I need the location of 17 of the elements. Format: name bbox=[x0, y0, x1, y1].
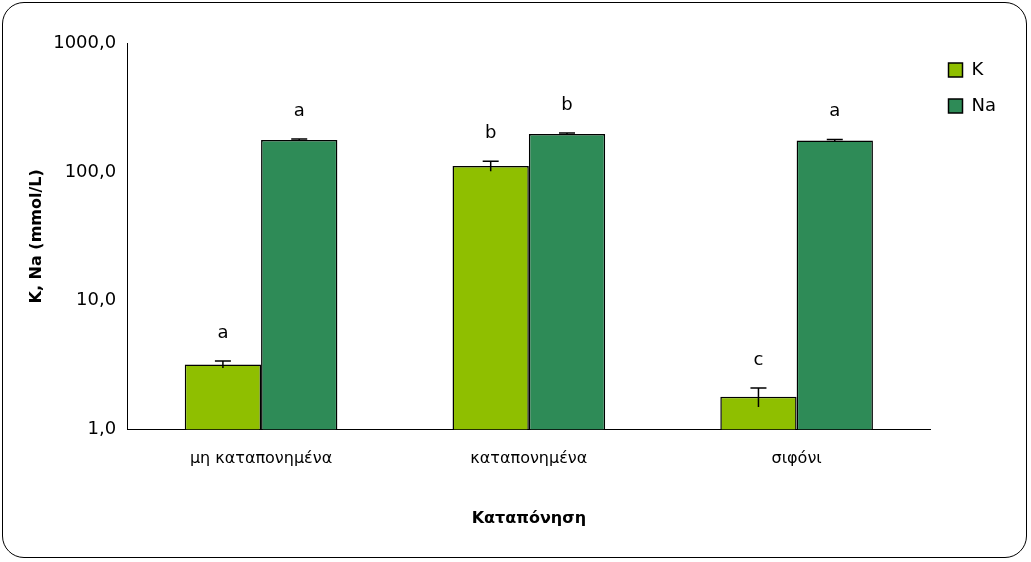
annotation: a bbox=[829, 99, 841, 121]
annotation: a bbox=[293, 98, 305, 120]
annotation: a bbox=[217, 320, 229, 342]
y-tick-label: 1000,0 bbox=[53, 30, 117, 52]
x-tick-label: σιφόνι bbox=[771, 448, 822, 468]
x-tick-label: μη καταπονημένα bbox=[189, 448, 333, 468]
y-tick-label: 100,0 bbox=[64, 159, 117, 181]
y-axis-title: K, Na (mmol/L) bbox=[25, 169, 45, 304]
x-tick-label: καταπονημένα bbox=[470, 448, 588, 468]
x-axis-title: Καταπόνηση bbox=[471, 507, 587, 527]
annotation: b bbox=[484, 120, 497, 142]
legend-label: K bbox=[971, 57, 985, 79]
annotation: c bbox=[753, 347, 764, 369]
y-tick-label: 10,0 bbox=[76, 288, 117, 310]
y-tick-label: 1,0 bbox=[87, 417, 117, 439]
annotation: b bbox=[561, 92, 573, 114]
legend-label: Na bbox=[971, 93, 996, 115]
